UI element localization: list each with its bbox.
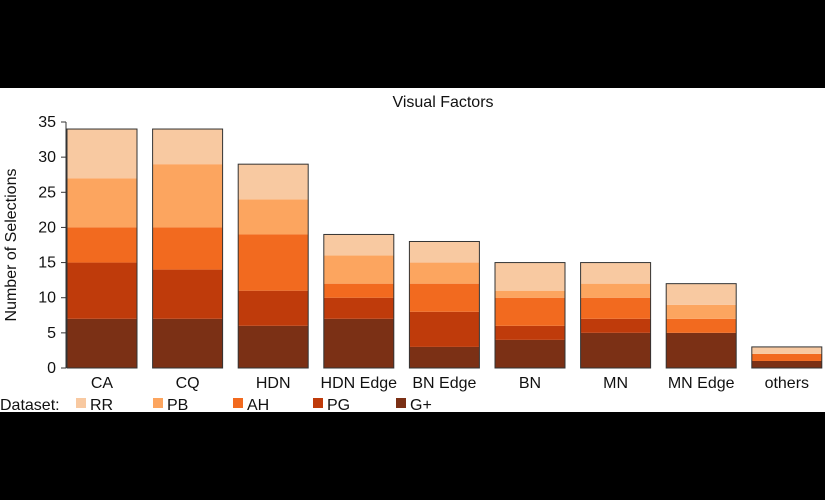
bar-segment <box>323 283 394 298</box>
stacked-bar-chart: Visual Factors Number of Selections 0 5 10… <box>0 94 823 412</box>
y-tick-label: 30 <box>38 149 56 166</box>
bar-segment <box>67 262 137 319</box>
bar-outline <box>66 128 138 369</box>
bar-segment <box>666 283 737 305</box>
bar-segment <box>323 318 394 368</box>
bar-segment <box>580 297 651 319</box>
bar-segment <box>409 241 480 263</box>
bar-segment <box>495 262 565 291</box>
bar-segment <box>495 297 565 326</box>
bar-segment <box>238 234 309 291</box>
bar-stack <box>152 128 224 369</box>
bar-outline <box>751 346 823 369</box>
category-label: CQ <box>176 375 200 392</box>
category-labels: CA CQ HDN HDN Edge BN Edge BN MN MN Edge others <box>91 375 809 392</box>
bar-stack <box>408 240 480 369</box>
bar-stack <box>323 233 395 369</box>
y-tick-label: 5 <box>47 325 56 342</box>
y-axis-title: Number of Selections <box>3 169 20 322</box>
bar-outline <box>665 283 737 369</box>
chart-title: Visual Factors <box>392 94 493 111</box>
legend-swatch <box>313 398 323 408</box>
legend-swatch <box>233 398 243 408</box>
bar-stack <box>665 283 737 369</box>
bar-segment <box>666 318 737 333</box>
bar-outline <box>152 128 224 369</box>
bar-segment <box>323 234 394 256</box>
category-label: MN Edge <box>668 375 735 392</box>
bar-segment <box>238 199 309 235</box>
y-axis-ticks: 0 5 10 15 20 25 30 35 <box>38 114 66 377</box>
legend-label: AH <box>247 397 269 412</box>
legend-swatch <box>76 398 86 408</box>
y-tick-label: 15 <box>38 255 56 272</box>
bar-segment <box>152 164 223 228</box>
bar-segment <box>580 332 651 368</box>
bar-segment <box>495 339 565 368</box>
y-tick-label: 25 <box>38 184 56 201</box>
bar-segment <box>238 164 309 200</box>
bars <box>66 128 823 369</box>
bar-outline <box>494 262 566 369</box>
bar-segment <box>751 353 822 361</box>
bar-stack <box>580 262 652 369</box>
legend-label: RR <box>90 397 113 412</box>
y-tick-label: 0 <box>47 360 56 377</box>
bar-segment <box>238 325 309 368</box>
bar-segment <box>152 269 223 319</box>
bar-segment <box>666 304 737 319</box>
legend-label: G+ <box>410 397 432 412</box>
category-label: MN <box>603 375 628 392</box>
bar-segment <box>495 290 565 298</box>
bar-segment <box>580 262 651 284</box>
bar-segment <box>580 318 651 333</box>
bar-segment <box>323 255 394 284</box>
bar-segment <box>751 346 822 354</box>
bar-stack <box>494 262 566 369</box>
category-label: BN Edge <box>412 375 476 392</box>
bar-segment <box>409 283 480 312</box>
legend-title: Dataset: <box>0 397 60 412</box>
bar-segment <box>238 290 309 326</box>
bar-segment <box>67 129 137 179</box>
category-label: HDN Edge <box>321 375 398 392</box>
bar-segment <box>67 227 137 263</box>
bar-segment <box>67 318 137 368</box>
bar-segment <box>409 311 480 347</box>
bar-segment <box>495 325 565 340</box>
bar-outline <box>237 163 309 369</box>
bar-outline <box>323 233 395 369</box>
chart-frame: Visual Factors Number of Selections 0 5 10… <box>0 88 825 412</box>
bar-segment <box>67 178 137 228</box>
bar-segment <box>751 360 822 368</box>
category-label: others <box>765 375 809 392</box>
bar-outline <box>580 262 652 369</box>
legend-swatch <box>153 398 163 408</box>
y-tick-label: 35 <box>38 114 56 131</box>
bar-segment <box>152 318 223 368</box>
bar-stack <box>751 346 823 369</box>
legend: Dataset: RR PB AH PG G+ <box>0 397 432 412</box>
bar-segment <box>409 346 480 368</box>
category-label: BN <box>519 375 541 392</box>
legend-label: PB <box>167 397 188 412</box>
bar-segment <box>152 129 223 165</box>
y-tick-label: 10 <box>38 290 56 307</box>
category-label: HDN <box>256 375 291 392</box>
bar-segment <box>666 332 737 368</box>
bar-segment <box>152 227 223 270</box>
bar-segment <box>323 297 394 319</box>
bar-stack <box>66 128 138 369</box>
bar-stack <box>237 163 309 369</box>
y-tick-label: 20 <box>38 219 56 236</box>
bar-segment <box>580 283 651 298</box>
bar-outline <box>408 240 480 369</box>
legend-label: PG <box>327 397 350 412</box>
bar-segment <box>409 262 480 284</box>
legend-swatch <box>396 398 406 408</box>
category-label: CA <box>91 375 114 392</box>
